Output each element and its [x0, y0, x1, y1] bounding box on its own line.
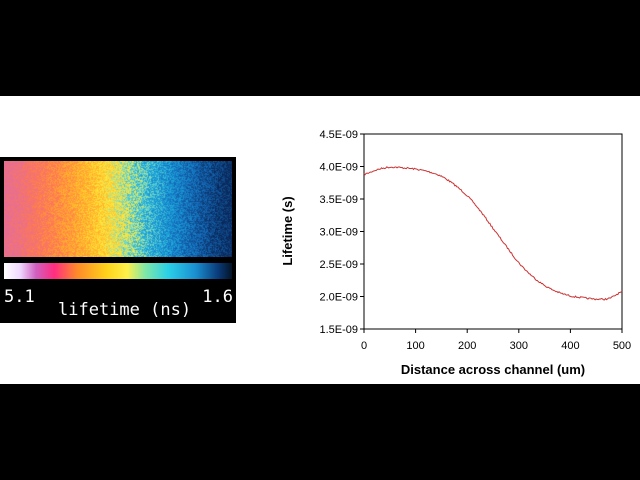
- y-axis-label: Lifetime (s): [280, 196, 295, 265]
- x-axis: 0 100 200 300 400 500: [361, 329, 631, 352]
- x-tick-label: 0: [361, 340, 367, 352]
- lifetime-image-panel: 5.1 1.6 lifetime (ns): [0, 157, 236, 323]
- y-tick-label: 2.5E-09: [319, 259, 358, 271]
- y-tick-label: 2.0E-09: [319, 292, 358, 304]
- y-tick-label: 3.5E-09: [319, 194, 358, 206]
- x-tick-label: 300: [510, 340, 528, 352]
- colorbar: [4, 263, 232, 279]
- x-tick-label: 500: [613, 340, 631, 352]
- series-line: [363, 166, 623, 301]
- plot-area: [363, 133, 623, 330]
- x-tick-label: 100: [406, 340, 424, 352]
- y-tick-label: 1.5E-09: [319, 324, 358, 336]
- y-tick-label: 4.5E-09: [319, 129, 358, 141]
- colorbar-title: lifetime (ns): [58, 300, 192, 320]
- y-tick-label: 4.0E-09: [319, 162, 358, 174]
- colorbar-max-label: 1.6: [202, 287, 233, 307]
- x-tick-label: 200: [458, 340, 476, 352]
- colorbar-min-label: 5.1: [4, 287, 35, 307]
- lifetime-map-image: [4, 161, 232, 257]
- x-axis-label: Distance across channel (um): [401, 362, 585, 377]
- x-tick-label: 400: [561, 340, 579, 352]
- y-axis: 1.5E-09 2.0E-09 2.5E-09 3.0E-09 3.5E-09 4.0E-…: [319, 129, 364, 336]
- y-tick-label: 3.0E-09: [319, 227, 358, 239]
